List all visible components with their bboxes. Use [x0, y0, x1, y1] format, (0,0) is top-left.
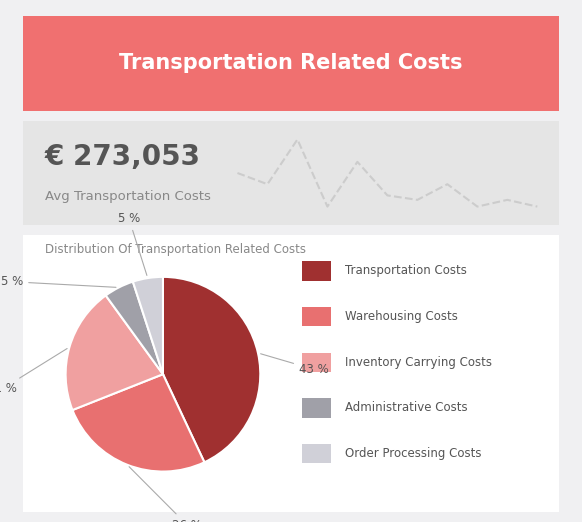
FancyBboxPatch shape	[301, 262, 331, 281]
Text: Transportation Related Costs: Transportation Related Costs	[119, 53, 463, 74]
FancyBboxPatch shape	[301, 398, 331, 418]
Text: Avg Transportation Costs: Avg Transportation Costs	[45, 189, 211, 203]
Text: Administrative Costs: Administrative Costs	[345, 401, 467, 414]
Text: 21 %: 21 %	[0, 349, 67, 395]
Wedge shape	[106, 282, 163, 374]
Text: Inventory Carrying Costs: Inventory Carrying Costs	[345, 355, 492, 369]
Text: Distribution Of Transportation Related Costs: Distribution Of Transportation Related C…	[45, 243, 306, 256]
Wedge shape	[163, 277, 260, 462]
Text: Order Processing Costs: Order Processing Costs	[345, 447, 481, 460]
Wedge shape	[133, 277, 163, 374]
FancyBboxPatch shape	[301, 352, 331, 372]
Text: 5 %: 5 %	[118, 212, 147, 276]
Text: Transportation Costs: Transportation Costs	[345, 265, 466, 278]
Text: Warehousing Costs: Warehousing Costs	[345, 310, 457, 323]
Text: 43 %: 43 %	[261, 354, 329, 376]
Wedge shape	[66, 295, 163, 410]
Wedge shape	[72, 374, 204, 471]
FancyBboxPatch shape	[301, 307, 331, 326]
Text: € 273,053: € 273,053	[45, 143, 201, 171]
Text: 5 %: 5 %	[1, 275, 116, 288]
Text: 26 %: 26 %	[129, 467, 202, 522]
FancyBboxPatch shape	[301, 444, 331, 463]
